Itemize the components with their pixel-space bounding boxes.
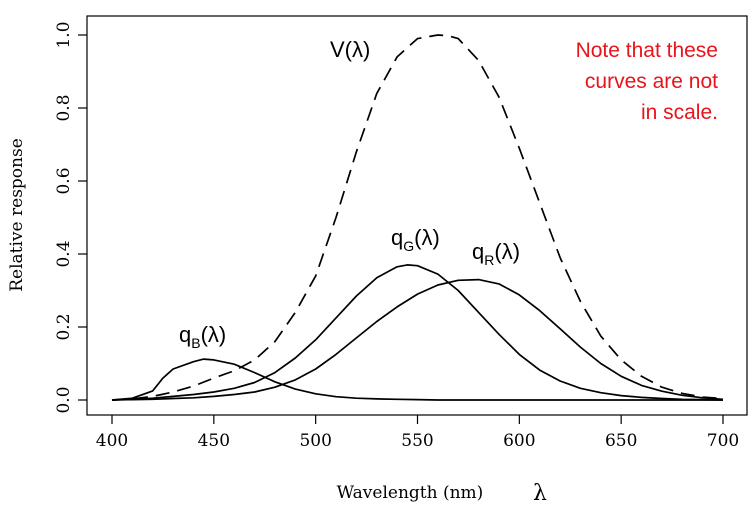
x-tick-label-550: 550 bbox=[401, 431, 433, 451]
label-v-lambda: V(λ) bbox=[330, 37, 370, 62]
series-line-qb bbox=[111, 358, 723, 401]
series-layer bbox=[111, 34, 724, 401]
y-tick-label-1.0: 1.0 bbox=[54, 21, 74, 48]
y-tick-label-0.4: 0.4 bbox=[54, 240, 74, 267]
x-axis-lambda-symbol: λ bbox=[533, 481, 547, 506]
note-line-3: in scale. bbox=[641, 101, 718, 124]
x-tick-label-500: 500 bbox=[299, 431, 331, 451]
y-tick-label-0.0: 0.0 bbox=[54, 386, 74, 413]
x-tick-label-650: 650 bbox=[605, 431, 637, 451]
x-tick-label-450: 450 bbox=[198, 431, 230, 451]
label-qb-lambda: qB(λ) bbox=[179, 322, 226, 351]
x-tick-label-400: 400 bbox=[96, 431, 128, 451]
x-axis-title: Wavelength (nm) bbox=[337, 483, 484, 503]
y-tick-label-0.2: 0.2 bbox=[54, 313, 74, 340]
y-axis: 0.0 0.2 0.4 0.6 0.8 1.0 bbox=[54, 21, 87, 414]
y-axis-title: Relative response bbox=[7, 138, 27, 292]
series-line-v bbox=[111, 34, 724, 401]
y-tick-label-0.8: 0.8 bbox=[54, 94, 74, 121]
series-line-qr bbox=[111, 278, 724, 401]
label-qr-lambda: qR(λ) bbox=[472, 239, 520, 268]
label-qg-lambda: qG(λ) bbox=[391, 225, 440, 254]
series-line-qg bbox=[111, 264, 724, 401]
note-line-1: Note that these bbox=[576, 39, 718, 62]
y-tick-label-0.6: 0.6 bbox=[54, 167, 74, 194]
x-tick-label-600: 600 bbox=[503, 431, 535, 451]
note-line-2: curves are not bbox=[585, 70, 718, 93]
x-axis: 400 450 500 550 600 650 700 bbox=[96, 415, 739, 451]
x-tick-label-700: 700 bbox=[707, 431, 739, 451]
